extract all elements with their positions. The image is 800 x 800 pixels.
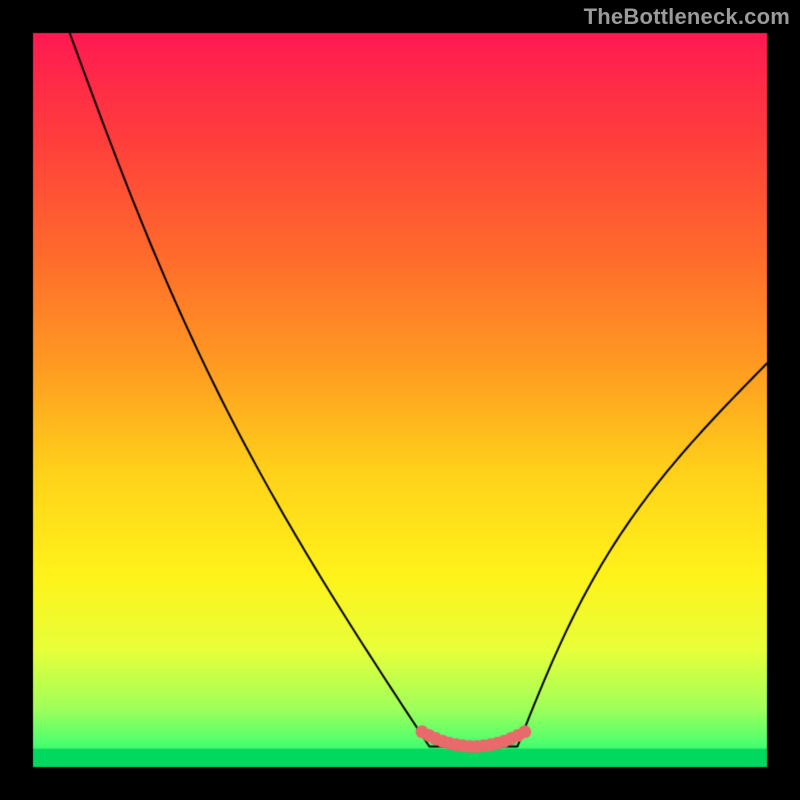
watermark-text: TheBottleneck.com: [584, 4, 790, 30]
chart-frame: TheBottleneck.com: [0, 0, 800, 800]
chart-canvas: [0, 0, 800, 800]
